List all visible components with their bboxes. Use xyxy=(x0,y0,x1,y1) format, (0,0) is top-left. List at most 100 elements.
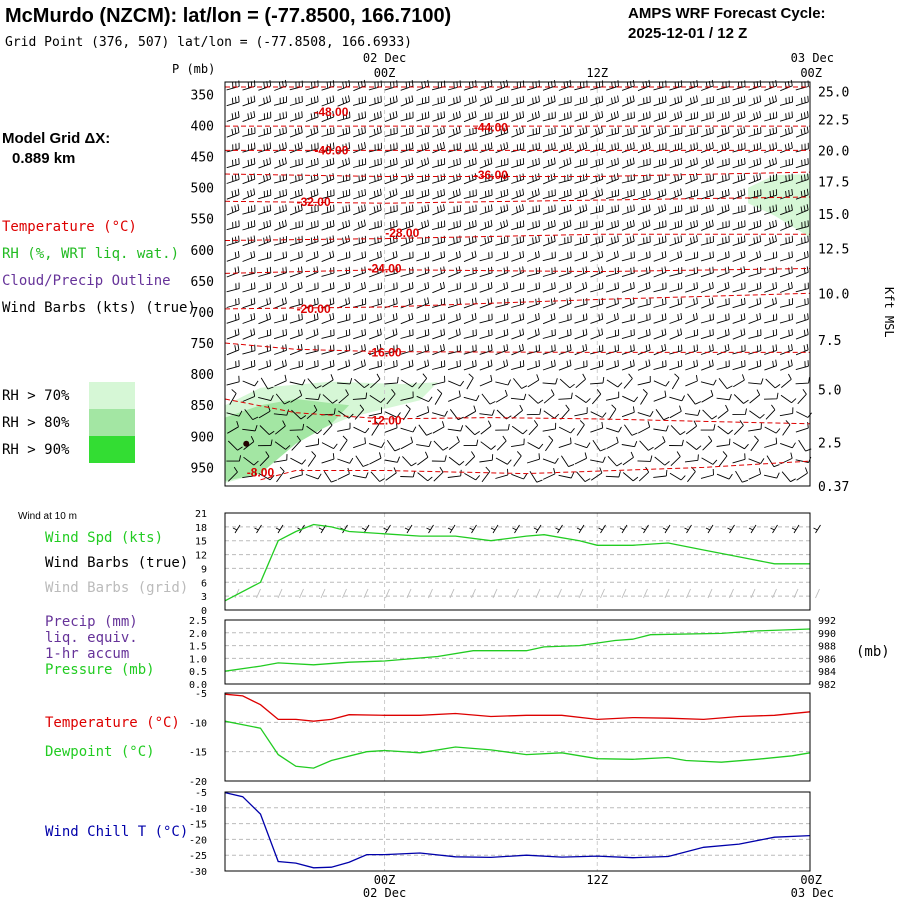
wind-barb xyxy=(495,298,509,308)
wind-barb xyxy=(605,266,620,277)
wind-barb xyxy=(305,360,319,371)
wind-barb xyxy=(795,80,809,91)
wind-barbs-legend-label: Wind Barbs (kts) (true) xyxy=(2,300,196,316)
wind-barb xyxy=(526,204,541,215)
panel-frame xyxy=(224,619,811,685)
wind-barb xyxy=(431,360,446,370)
wind-barb xyxy=(226,455,242,462)
wind-barb xyxy=(542,282,556,293)
wind-barb-grid xyxy=(385,588,390,599)
wind-barb xyxy=(226,126,240,138)
wind-barb xyxy=(637,158,651,168)
wind-barb xyxy=(781,373,792,388)
wind-barb xyxy=(574,235,588,246)
wind-barb xyxy=(369,204,382,216)
wind-barb xyxy=(590,467,603,481)
wind-barb xyxy=(289,281,303,294)
wind-barb xyxy=(669,282,683,293)
wind-barb xyxy=(368,80,382,91)
wind-barb xyxy=(606,220,619,231)
wind-barb xyxy=(463,142,477,153)
wind-barb xyxy=(431,220,446,231)
wind-barb xyxy=(558,111,572,122)
panel-tick-label: 0.0 xyxy=(189,680,207,691)
wind-barb xyxy=(226,173,240,184)
wind-barb xyxy=(605,329,620,339)
wind-barb xyxy=(716,251,730,262)
wind-barb xyxy=(416,395,433,403)
wind-barb-true xyxy=(533,524,542,534)
wind-barb xyxy=(621,329,635,340)
bottom-hour-label: 00Z xyxy=(800,873,822,887)
wind-barb xyxy=(226,235,240,246)
wind-barb xyxy=(289,141,303,154)
wind-barb xyxy=(732,173,746,185)
wind-barb xyxy=(400,426,417,433)
wind-barb xyxy=(418,373,428,389)
wind-barb xyxy=(700,204,714,216)
panel-tick-label: -20 xyxy=(189,777,207,788)
wind-barb xyxy=(495,389,508,403)
wind-barb xyxy=(795,422,809,433)
wind-barb xyxy=(700,379,717,386)
wind-barb xyxy=(606,379,623,388)
wind-barb xyxy=(605,189,620,200)
wind-barb xyxy=(448,380,465,387)
wind-barb xyxy=(370,373,381,389)
wind-barb xyxy=(448,266,461,278)
wind-barb xyxy=(353,281,366,293)
wind-barb xyxy=(258,173,272,185)
wind-barb xyxy=(400,80,414,91)
wind-barb xyxy=(495,344,509,356)
wind-barb xyxy=(305,313,319,324)
wind-barb xyxy=(273,409,290,416)
top-hour-label: 12Z xyxy=(586,66,608,80)
precip-legend-label: 1-hr accum xyxy=(45,646,129,662)
wind-barb xyxy=(733,394,749,404)
wind-barb xyxy=(748,378,764,385)
wind-barb xyxy=(780,219,793,231)
wind-barb xyxy=(242,110,256,123)
wind-barb xyxy=(526,80,540,91)
wind-barb xyxy=(764,126,778,138)
wind-barb xyxy=(780,281,793,293)
wind-barb-grid xyxy=(256,588,261,599)
wind-barb xyxy=(258,251,272,262)
forecast-cycle-value: 2025-12-01 / 12 Z xyxy=(628,25,747,42)
wind-barb xyxy=(275,393,291,405)
wind-barb xyxy=(748,95,762,107)
wind-barb xyxy=(321,329,335,339)
wind-barb xyxy=(574,95,588,106)
wind-barb xyxy=(574,188,588,200)
wind-barb xyxy=(337,142,351,153)
wind-barb xyxy=(637,375,651,386)
wind-barb xyxy=(400,157,414,169)
wind-barb xyxy=(511,360,525,371)
wind-barb xyxy=(353,142,366,154)
wind-barb xyxy=(226,142,240,153)
wind-barb xyxy=(385,467,397,481)
wind-barb xyxy=(590,456,606,463)
top-date-label: 03 Dec xyxy=(791,51,834,65)
model-grid-value: 0.889 km xyxy=(12,150,75,167)
wind-barb xyxy=(321,220,335,231)
wind-barb xyxy=(289,188,303,200)
wind-barb xyxy=(542,458,559,464)
rh-legend-text: RH > 80% xyxy=(2,415,70,431)
wind-barb xyxy=(447,220,461,231)
wind-barb xyxy=(621,173,635,184)
wind-barb xyxy=(621,441,638,448)
wind-barb xyxy=(479,80,493,91)
wind-barb xyxy=(447,142,461,153)
height-tick-label: 20.0 xyxy=(818,144,849,159)
pressure-tick-label: 700 xyxy=(191,306,214,321)
wind-barb xyxy=(479,235,493,247)
wind-barb xyxy=(558,313,572,324)
wind-barb xyxy=(542,204,556,215)
wind-barb xyxy=(447,157,461,169)
wind-barb xyxy=(637,173,651,184)
wind-barb xyxy=(274,266,287,278)
wind-barb xyxy=(669,127,683,137)
wind-barb xyxy=(352,298,367,308)
